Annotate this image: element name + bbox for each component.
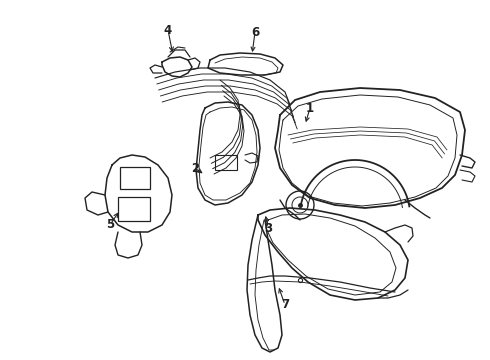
Text: 3: 3 — [264, 221, 272, 234]
Text: 6: 6 — [251, 26, 259, 39]
Bar — [118, 197, 150, 221]
Text: 4: 4 — [164, 23, 172, 36]
Text: 2: 2 — [191, 162, 199, 175]
Bar — [120, 167, 150, 189]
Text: 5: 5 — [106, 219, 114, 231]
Text: 1: 1 — [306, 102, 314, 114]
Bar — [215, 155, 237, 170]
Text: 7: 7 — [281, 298, 289, 311]
